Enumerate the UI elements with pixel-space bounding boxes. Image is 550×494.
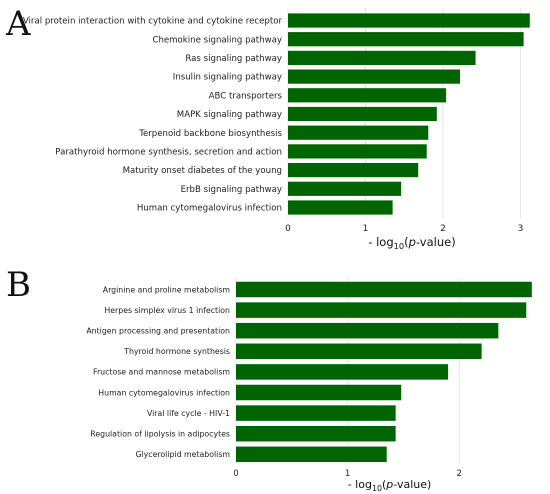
- bar: [288, 32, 524, 47]
- category-label: Chemokine signaling pathway: [152, 35, 282, 45]
- category-label: Human cytomegalovirus infection: [98, 388, 230, 397]
- bar: [288, 200, 393, 215]
- tick-label: 1: [345, 469, 350, 479]
- category-label: Glycerolipid metabolism: [135, 450, 230, 459]
- category-label: Antigen processing and presentation: [86, 327, 230, 336]
- tick-label: 2: [440, 224, 446, 234]
- bar: [236, 343, 482, 360]
- category-label: Parathyroid hormone synthesis, secretion…: [55, 147, 282, 157]
- category-label: Regulation of lipolysis in adipocytes: [90, 430, 230, 439]
- category-label: Ras signaling pathway: [185, 54, 282, 64]
- category-label: Herpes simplex virus 1 infection: [104, 306, 230, 315]
- bar: [236, 384, 402, 401]
- tick-label: 0: [233, 469, 238, 479]
- bar: [288, 163, 419, 178]
- bar: [288, 144, 427, 159]
- bar: [236, 405, 396, 421]
- category-label: Arginine and proline metabolism: [103, 285, 230, 294]
- category-label: Thyroid hormone synthesis: [123, 347, 230, 356]
- panel-letter: B: [6, 265, 31, 305]
- category-label: MAPK signaling pathway: [177, 110, 282, 120]
- bar: [288, 88, 447, 103]
- bar: [288, 125, 429, 140]
- bar: [288, 50, 476, 65]
- bar: [236, 322, 499, 339]
- category-label: Viral life cycle - HIV-1: [147, 409, 230, 418]
- category-label: Fructose and mannose metabolism: [93, 368, 230, 377]
- tick-label: 1: [363, 224, 369, 234]
- tick-label: 3: [518, 224, 524, 234]
- bar: [236, 446, 387, 463]
- bar: [236, 364, 449, 380]
- bar: [236, 302, 527, 318]
- bar: [288, 69, 461, 84]
- category-label: Human cytomegalovirus infection: [137, 204, 282, 214]
- tick-label: 0: [285, 224, 291, 234]
- x-axis-label: - log10(p-value): [348, 478, 432, 493]
- bar: [236, 425, 396, 442]
- category-label: Viral protein interaction with cytokine …: [23, 17, 283, 27]
- bar: [288, 13, 530, 28]
- bar: [288, 106, 437, 122]
- bar: [288, 181, 402, 196]
- category-label: ABC transporters: [209, 91, 283, 101]
- chart-panel-b: B Arginine and proline metabolism Herpes s…: [6, 265, 532, 493]
- x-axis-label: - log10(p-value): [368, 235, 455, 251]
- bar: [236, 281, 532, 298]
- panel-letter: A: [5, 4, 31, 44]
- category-label: Insulin signaling pathway: [173, 73, 282, 83]
- category-label: Terpenoid backbone biosynthesis: [138, 129, 282, 139]
- tick-label: 2: [457, 469, 462, 479]
- category-label: ErbB signaling pathway: [181, 185, 282, 195]
- category-label: Maturity onset diabetes of the young: [123, 166, 282, 176]
